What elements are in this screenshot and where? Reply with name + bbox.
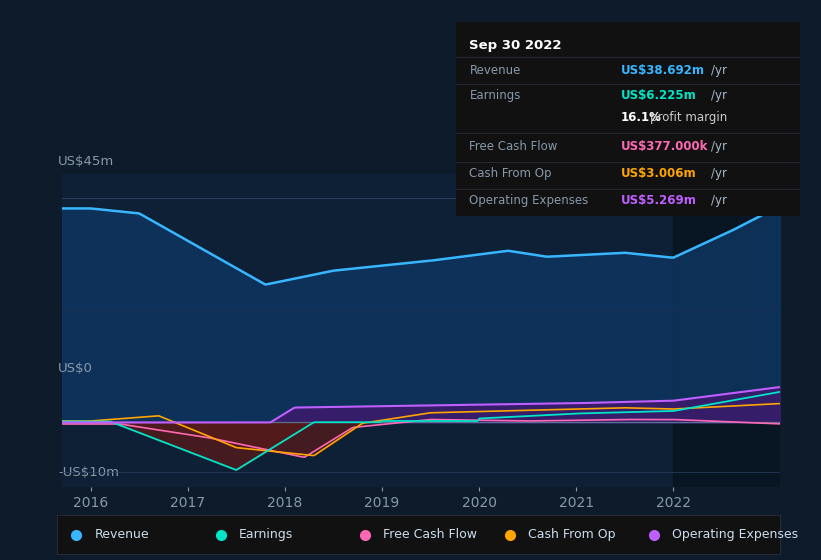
Text: Cash From Op: Cash From Op [470,166,552,180]
Text: US$3.006m: US$3.006m [621,166,697,180]
Text: Free Cash Flow: Free Cash Flow [470,139,557,152]
Text: /yr: /yr [711,89,727,102]
Text: Sep 30 2022: Sep 30 2022 [470,39,562,52]
Text: Revenue: Revenue [94,528,149,542]
Text: profit margin: profit margin [650,110,727,124]
Text: Revenue: Revenue [470,64,521,77]
Text: /yr: /yr [711,194,727,207]
Text: /yr: /yr [711,166,727,180]
Text: US$0: US$0 [58,362,93,375]
Text: /yr: /yr [711,64,727,77]
Text: US$5.269m: US$5.269m [621,194,697,207]
Text: US$38.692m: US$38.692m [621,64,705,77]
Text: -US$10m: -US$10m [58,466,119,479]
Text: Cash From Op: Cash From Op [528,528,615,542]
Text: Earnings: Earnings [470,89,521,102]
Bar [673,174,780,487]
Text: Free Cash Flow: Free Cash Flow [383,528,477,542]
Text: US$6.225m: US$6.225m [621,89,697,102]
Text: Operating Expenses: Operating Expenses [672,528,799,542]
Text: Earnings: Earnings [239,528,293,542]
Text: US$45m: US$45m [58,155,114,168]
Text: Operating Expenses: Operating Expenses [470,194,589,207]
Text: 16.1%: 16.1% [621,110,662,124]
Text: /yr: /yr [711,139,727,152]
Text: US$377.000k: US$377.000k [621,139,709,152]
